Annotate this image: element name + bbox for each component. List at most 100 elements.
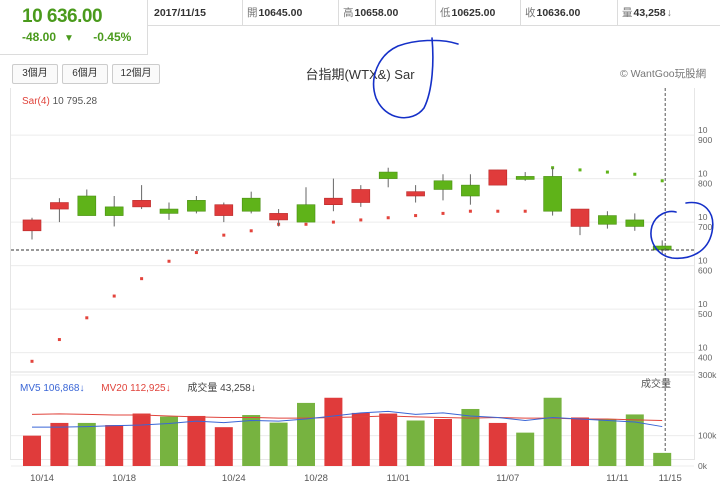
volume-axis-label: 100k bbox=[698, 431, 717, 441]
candle-body bbox=[132, 200, 151, 208]
volume-bar bbox=[187, 415, 206, 466]
price-axis-label-tail: 700 bbox=[698, 222, 712, 232]
stat-close: 收 10636.00 bbox=[520, 0, 617, 26]
volume-bar bbox=[516, 432, 535, 466]
stat-low: 低 10625.00 bbox=[435, 0, 520, 26]
sar-dot bbox=[140, 277, 144, 281]
volume-bar bbox=[324, 397, 343, 466]
volume-panel-title: 成交量 bbox=[641, 379, 671, 390]
stat-volume: 量 43,258 ↓ bbox=[617, 0, 720, 26]
candle-body bbox=[406, 191, 425, 197]
last-price: 10 636.00 bbox=[22, 6, 103, 27]
price-axis-label-tail: 900 bbox=[698, 135, 712, 145]
mv5-line bbox=[32, 410, 663, 428]
volume-axis-label: 0k bbox=[698, 461, 708, 471]
sar-dot bbox=[633, 172, 637, 176]
sar-dot bbox=[194, 251, 198, 255]
volume-bar bbox=[571, 417, 589, 466]
sar-dot bbox=[359, 218, 363, 222]
candle-body bbox=[241, 197, 261, 212]
x-tick-label: 11/15 bbox=[659, 473, 682, 484]
stat-open: 開 10645.00 bbox=[242, 0, 338, 26]
sar-dot bbox=[660, 179, 664, 183]
candle-body bbox=[351, 189, 371, 203]
volume-bar bbox=[269, 422, 288, 466]
price-axis-label-head: 10 bbox=[698, 169, 708, 179]
volume-bar bbox=[351, 412, 370, 466]
sar-dot bbox=[468, 209, 472, 213]
volume-bar bbox=[214, 427, 233, 466]
candle-body bbox=[324, 197, 343, 206]
sar-dot bbox=[386, 216, 390, 220]
volume-bar bbox=[625, 414, 644, 466]
x-tick-label: 10/24 bbox=[222, 473, 246, 484]
sar-dot bbox=[112, 294, 116, 298]
price-axis-label-head: 10 bbox=[698, 256, 708, 266]
candle-body bbox=[515, 176, 535, 180]
sar-dot bbox=[57, 338, 61, 342]
volume-bar bbox=[406, 420, 425, 466]
quote-box: 10 636.00 -48.00 ▼ -0.45% bbox=[0, 0, 148, 55]
period-6-months-button[interactable]: 6個月 bbox=[62, 64, 108, 84]
sar-legend-name: Sar(4) bbox=[22, 96, 50, 107]
candle-body bbox=[159, 208, 179, 214]
volume-bar bbox=[23, 435, 41, 466]
candle-body bbox=[104, 206, 124, 216]
price-axis-label-tail: 600 bbox=[698, 266, 712, 276]
volume-bar bbox=[160, 416, 178, 466]
volume-bar bbox=[598, 418, 617, 466]
volume-bar bbox=[297, 402, 315, 466]
candle-body bbox=[22, 219, 42, 232]
quote-date: 2017/11/15 bbox=[154, 6, 206, 19]
candle-body bbox=[625, 219, 645, 227]
price-axis-label-head: 10 bbox=[698, 125, 708, 135]
sar-dot bbox=[167, 259, 171, 263]
period-3-months-button[interactable]: 3個月 bbox=[12, 64, 58, 84]
volume-bar bbox=[434, 418, 452, 466]
price-axis-label-head: 10 bbox=[698, 212, 708, 222]
sar-dot bbox=[441, 211, 445, 215]
volume-bar bbox=[105, 425, 124, 466]
price-axis-label-tail: 500 bbox=[698, 309, 712, 319]
candle-body bbox=[269, 213, 288, 221]
x-tick-label: 10/18 bbox=[112, 473, 136, 484]
volume-bar bbox=[132, 413, 151, 466]
sar-dot bbox=[222, 233, 226, 237]
x-tick-label: 11/07 bbox=[496, 473, 519, 484]
sar-dot bbox=[523, 209, 527, 213]
volume-bar bbox=[77, 422, 96, 466]
sar-dot bbox=[249, 229, 253, 233]
candle-body bbox=[543, 176, 562, 212]
volume-bar bbox=[543, 397, 562, 466]
sar-dot bbox=[85, 316, 89, 320]
sar-dot bbox=[605, 170, 609, 174]
watermark: © WantGoo玩股網 bbox=[620, 68, 707, 80]
volume-legend: MV5 106,868↓ MV20 112,925↓ 成交量 43,258↓ bbox=[20, 379, 270, 394]
candle-body bbox=[77, 195, 97, 216]
sar-dot bbox=[496, 209, 500, 213]
candle-body bbox=[488, 169, 508, 186]
candle-body bbox=[598, 215, 617, 225]
period-12-months-button[interactable]: 12個月 bbox=[112, 64, 160, 84]
sar-dot bbox=[578, 168, 582, 172]
candle-body bbox=[50, 202, 69, 210]
candle-body bbox=[570, 208, 590, 227]
mv20-line bbox=[31, 413, 663, 421]
sar-legend: Sar(4) 10 795.28 bbox=[22, 96, 97, 107]
volume-bar bbox=[461, 408, 480, 466]
x-tick-label: 10/14 bbox=[30, 473, 54, 484]
sar-legend-value: 10 795.28 bbox=[52, 96, 98, 107]
candle-body bbox=[652, 245, 672, 251]
x-tick-label: 10/28 bbox=[304, 473, 328, 484]
price-axis-label-tail: 400 bbox=[698, 353, 712, 363]
price-change: -48.00 ▼ -0.45% bbox=[22, 30, 147, 44]
x-tick-label: 11/11 bbox=[606, 473, 628, 484]
volume-axis-label: 300k bbox=[698, 370, 717, 380]
volume-bar bbox=[488, 422, 507, 466]
candle-body bbox=[296, 204, 316, 223]
down-triangle-icon: ▼ bbox=[64, 33, 74, 44]
volume-bar bbox=[242, 415, 261, 466]
volume-bar bbox=[50, 422, 69, 466]
price-axis-label-tail: 800 bbox=[698, 179, 712, 189]
